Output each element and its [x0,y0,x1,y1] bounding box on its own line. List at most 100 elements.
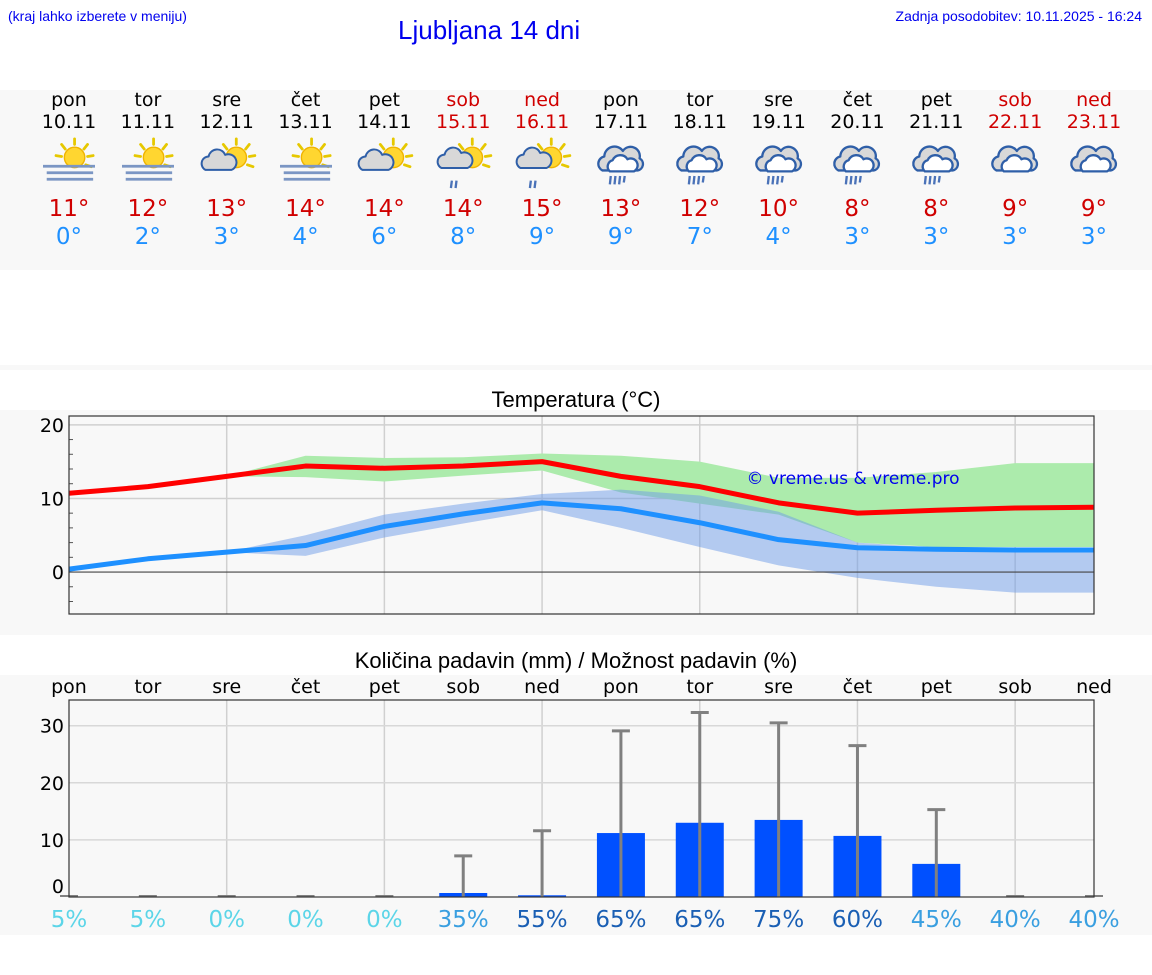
min-temperature: 9° [528,224,556,250]
day-date: 13.11 [278,111,333,133]
day-date: 20.11 [830,111,885,133]
x-category-label: pon [51,676,87,698]
max-temperature: 13° [600,196,642,222]
x-category-label: pet [921,676,952,698]
max-temperature: 9° [1002,196,1029,222]
precipitation-probability-label: 60% [832,907,883,933]
day-forecast: čet 20.11 8° 3° [817,89,897,251]
day-forecast: ned 23.11 9° 3° [1054,89,1134,251]
day-date: 21.11 [909,111,964,133]
precipitation-probability-label: 0% [287,907,324,933]
day-name: čet [842,89,873,111]
day-name: tor [134,89,162,111]
max-temperature: 10° [758,196,799,222]
day-forecast: pon 10.11 11° 0° [29,89,109,251]
day-date: 23.11 [1066,111,1122,133]
temperature-chart-title: Temperatura (°C) [491,387,661,412]
day-date: 16.11 [514,111,570,133]
max-temperature: 12° [127,196,169,222]
precipitation-probability-label: 40% [990,907,1041,933]
max-temperature-range-band [69,453,1094,548]
day-date: 12.11 [199,111,254,133]
day-date: 17.11 [593,111,649,133]
max-temperature: 9° [1080,196,1108,222]
min-temperature: 2° [134,224,161,250]
x-category-label: tor [686,676,713,698]
x-category-label: sob [998,676,1032,698]
day-forecast: sob 15.11 14° 8° [423,89,503,251]
precipitation-chart-title: Količina padavin (mm) / Možnost padavin … [354,648,798,673]
cloud-rain-icon [833,145,881,186]
precipitation-probability-label: 0% [366,907,403,933]
day-name: pon [603,89,639,111]
cloudy-icon [991,145,1039,173]
day-name: ned [524,89,560,111]
day-name: sre [212,89,242,111]
day-date: 15.11 [436,111,491,133]
divider [0,365,1152,370]
day-date: 22.11 [987,111,1043,133]
min-temperature: 3° [213,224,240,250]
min-temperature: 3° [923,224,950,250]
day-forecast: sob 22.11 9° 3° [975,89,1055,251]
sun-fog-icon [279,137,332,181]
max-temperature-line [68,459,1095,516]
min-temperature-line [68,500,1094,572]
x-category-label: sob [446,676,480,698]
plot-frame [68,699,1095,898]
x-category-label: ned [1076,676,1112,698]
day-forecast: ned 16.11 15° 9° [502,89,582,251]
cloud-rain-icon [675,145,723,186]
x-category-label: sre [212,676,241,698]
max-temperature: 15° [521,196,563,222]
y-tick-label: 0 [52,876,64,898]
x-category-label: čet [843,676,873,698]
y-tick-label: 10 [40,488,64,510]
min-temperature: 7° [686,224,713,250]
day-name: ned [1076,89,1112,111]
max-temperature: 14° [363,196,405,222]
last-updated: Zadnja posodobitev: 10.11.2025 - 16:24 [895,8,1142,24]
x-category-label: pet [369,676,400,698]
min-temperature: 3° [1002,224,1029,250]
max-temperature: 11° [48,196,90,222]
x-category-label: pon [603,676,639,698]
x-category-label: ned [524,676,560,698]
sun-cloud-rain-icon [436,137,493,189]
cloudy-icon [1070,145,1118,173]
y-tick-label: 30 [40,716,64,738]
min-temperature: 4° [292,224,319,250]
day-forecast: tor 18.11 12° 7° [660,89,740,251]
sun-fog-icon [121,137,174,181]
day-forecast: čet 13.11 14° 4° [266,89,346,251]
day-name: pet [368,89,400,111]
min-temperature: 3° [844,224,871,250]
day-name: sre [764,89,794,111]
max-temperature: 14° [442,196,484,222]
daily-forecast-strip [0,90,1152,270]
x-category-label: sre [764,676,793,698]
day-name: tor [686,89,714,111]
day-name: čet [290,89,321,111]
y-tick-label: 0 [52,562,64,584]
min-temperature: 8° [450,224,477,250]
y-tick-label: 20 [40,415,64,437]
cloud-rain-icon [754,145,802,186]
location-hint: (kraj lahko izberete v meniju) [8,8,187,24]
max-temperature: 12° [679,196,721,222]
precipitation-probability-label: 35% [438,907,489,933]
day-name: pet [920,89,952,111]
plot-frame [68,415,1095,615]
y-tick-label: 20 [40,773,64,795]
day-date: 19.11 [751,111,806,133]
max-temperature: 8° [844,196,871,222]
precipitation-probability-label: 40% [1068,907,1119,933]
day-date: 10.11 [41,111,97,133]
precipitation-probability-label: 0% [208,907,245,933]
x-category-label: tor [134,676,161,698]
day-forecast: pon 17.11 13° 9° [581,89,661,251]
precipitation-probability-label: 5% [51,907,88,933]
min-temperature: 4° [765,224,792,250]
